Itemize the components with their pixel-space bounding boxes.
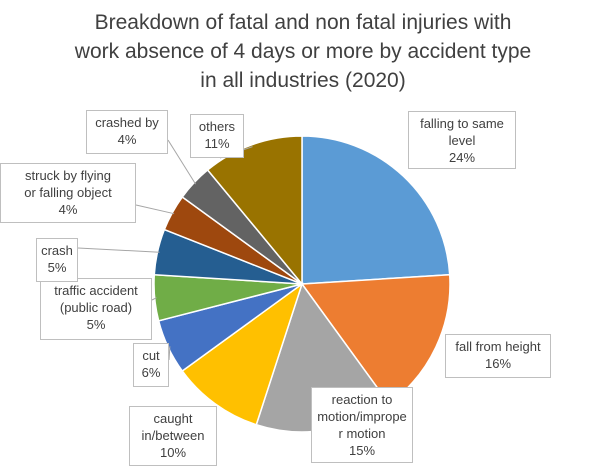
data-label-category-3-0: caught [153,411,193,426]
data-label-category-2-1: motion/imprope [317,409,407,424]
leader-line-4 [168,346,171,361]
data-label-1: fall from height 16% [445,334,551,378]
data-label-value-1: 16% [484,356,512,371]
data-label-category-8-0: crashed by [95,115,159,130]
data-label-3: caught in/between 10% [129,406,217,466]
data-label-value-3: 10% [159,445,187,460]
data-label-category-5-1: (public road) [59,300,133,315]
data-label-category-7-1: or falling object [24,185,112,200]
data-label-category-4-0: cut [142,348,160,363]
data-label-value-9: 11% [204,136,230,151]
data-label-value-8: 4% [117,132,137,147]
data-label-value-7: 4% [58,202,78,217]
data-label-5: traffic accident (public road) 5% [40,278,152,340]
pie-slice-9 [206,135,303,287]
data-label-4: cut 6% [133,343,169,387]
data-label-8: crashed by 4% [86,110,168,154]
pie-slice-3 [181,282,304,426]
data-label-category-0-0: falling to same [420,116,504,131]
data-label-category-1-0: fall from height [455,339,541,354]
chart-title-line-2: work absence of 4 days or more by accide… [74,40,532,63]
data-label-0: falling to same level 24% [408,111,516,169]
data-label-category-2-2: r motion [338,426,386,441]
data-label-2: reaction to motion/imprope r motion 15% [311,387,413,463]
data-label-value-5: 5% [86,317,106,332]
chart-title-line-3: in all industries (2020) [200,69,406,92]
data-label-value-2: 15% [348,443,376,458]
data-label-6: crash 5% [36,238,78,282]
data-label-category-0-1: level [448,133,476,148]
data-label-category-7-0: struck by flying [25,168,111,183]
pie-slice-0 [301,135,451,285]
data-label-value-0: 24% [448,150,476,165]
chart-title-line-1: Breakdown of fatal and non fatal injurie… [94,11,512,34]
data-label-value-4: 6% [141,365,161,380]
data-label-category-6-0: crash [41,243,73,258]
data-label-category-3-1: in/between [141,428,205,443]
data-label-7: struck by flying or falling object 4% [0,163,136,223]
data-label-category-2-0: reaction to [331,392,393,407]
data-label-category-9-0: others [198,119,236,134]
leader-line-7 [135,204,175,215]
chart-title: Breakdown of fatal and non fatal injurie… [20,8,586,95]
data-label-value-6: 5% [47,260,67,275]
leader-line-6 [77,247,160,253]
leader-line-8 [167,139,197,185]
data-label-9: others 11% [190,114,244,158]
data-label-category-5-0: traffic accident [54,283,138,298]
leader-line-5 [151,297,157,301]
